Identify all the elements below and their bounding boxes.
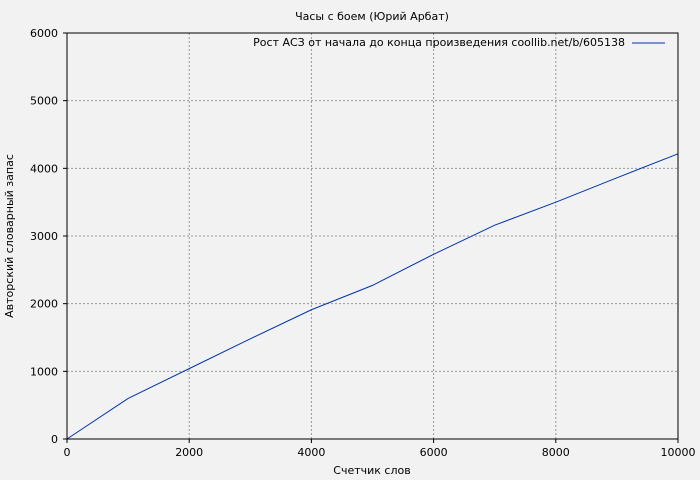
plot-frame <box>66 32 679 440</box>
y-axis-label: Авторский словарный запас <box>3 154 16 318</box>
legend-label: Рост АСЗ от начала до конца произведения… <box>253 36 625 49</box>
x-tick-label: 2000 <box>175 446 203 459</box>
series-line <box>66 153 679 440</box>
y-tick-label: 2000 <box>30 298 58 311</box>
y-tick-label: 6000 <box>30 27 58 40</box>
y-tick-label: 3000 <box>30 230 58 243</box>
y-tick-label: 1000 <box>30 365 58 378</box>
x-tick-label: 8000 <box>542 446 570 459</box>
x-tick-label: 10000 <box>661 446 696 459</box>
x-tick-label: 0 <box>64 446 71 459</box>
x-tick-label: 4000 <box>297 446 325 459</box>
legend: Рост АСЗ от начала до конца произведения… <box>253 36 665 49</box>
y-tick-label: 0 <box>51 433 58 446</box>
grid <box>67 33 678 439</box>
x-tick-label: 6000 <box>420 446 448 459</box>
series <box>66 153 679 440</box>
y-tick-label: 5000 <box>30 95 58 108</box>
ticks: 0 2000 4000 6000 8000 10000 0 1000 2000 3000 4000 5… <box>30 27 696 459</box>
chart-title: Часы с боем (Юрий Арбат) <box>295 10 449 23</box>
x-axis-label: Счетчик слов <box>333 464 410 477</box>
y-tick-label: 4000 <box>30 162 58 175</box>
